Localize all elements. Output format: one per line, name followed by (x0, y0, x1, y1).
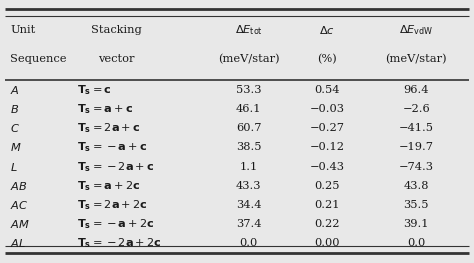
Text: $AM$: $AM$ (10, 218, 30, 230)
Text: $\mathbf{T}_{\mathbf{s}} = \mathbf{c}$: $\mathbf{T}_{\mathbf{s}} = \mathbf{c}$ (77, 83, 112, 97)
Text: $\mathbf{T}_{\mathbf{s}} = -\mathbf{a} + 2\mathbf{c}$: $\mathbf{T}_{\mathbf{s}} = -\mathbf{a} +… (77, 217, 155, 231)
Text: $\Delta c$: $\Delta c$ (319, 24, 335, 36)
Text: (meV/star): (meV/star) (385, 54, 447, 64)
Text: −0.12: −0.12 (310, 142, 345, 153)
Text: 0.21: 0.21 (314, 200, 340, 210)
Text: $\mathbf{T}_{\mathbf{s}} = \mathbf{a} + 2\mathbf{c}$: $\mathbf{T}_{\mathbf{s}} = \mathbf{a} + … (77, 179, 140, 193)
Text: Stacking: Stacking (91, 25, 142, 35)
Text: 0.22: 0.22 (314, 219, 340, 229)
Text: 0.54: 0.54 (314, 85, 340, 95)
Text: $\mathbf{T}_{\mathbf{s}} = 2\mathbf{a} + \mathbf{c}$: $\mathbf{T}_{\mathbf{s}} = 2\mathbf{a} +… (77, 121, 140, 135)
Text: (%): (%) (317, 54, 337, 64)
Text: $B$: $B$ (10, 103, 19, 115)
Text: $AB$: $AB$ (10, 180, 28, 192)
Text: Sequence: Sequence (10, 54, 67, 64)
Text: 43.8: 43.8 (403, 181, 429, 191)
Text: −19.7: −19.7 (399, 142, 434, 153)
Text: $M$: $M$ (10, 141, 22, 153)
Text: Unit: Unit (10, 25, 36, 35)
Text: 43.3: 43.3 (236, 181, 262, 191)
Text: −74.3: −74.3 (399, 161, 434, 172)
Text: 60.7: 60.7 (236, 123, 262, 133)
Text: $\mathbf{T}_{\mathbf{s}} = -2\mathbf{a} + \mathbf{c}$: $\mathbf{T}_{\mathbf{s}} = -2\mathbf{a} … (77, 160, 155, 174)
Text: (meV/star): (meV/star) (218, 54, 280, 64)
Text: 34.4: 34.4 (236, 200, 262, 210)
Text: −0.03: −0.03 (310, 104, 345, 114)
Text: $\mathbf{T}_{\mathbf{s}} = \mathbf{a} + \mathbf{c}$: $\mathbf{T}_{\mathbf{s}} = \mathbf{a} + … (77, 102, 133, 116)
Text: 0.0: 0.0 (240, 238, 258, 249)
Text: 0.0: 0.0 (407, 238, 425, 249)
Text: $AL$: $AL$ (10, 237, 27, 249)
Text: $\mathbf{T}_{\mathbf{s}} = 2\mathbf{a} + 2\mathbf{c}$: $\mathbf{T}_{\mathbf{s}} = 2\mathbf{a} +… (77, 198, 148, 212)
Text: $\Delta E_{\rm vdW}$: $\Delta E_{\rm vdW}$ (399, 23, 433, 37)
Text: −2.6: −2.6 (402, 104, 430, 114)
Text: $C$: $C$ (10, 122, 20, 134)
Text: 1.1: 1.1 (240, 161, 258, 172)
Text: $A$: $A$ (10, 84, 20, 96)
Text: vector: vector (98, 54, 135, 64)
Text: 39.1: 39.1 (403, 219, 429, 229)
Text: 96.4: 96.4 (403, 85, 429, 95)
Text: 35.5: 35.5 (403, 200, 429, 210)
Text: $\mathbf{T}_{\mathbf{s}} = -2\mathbf{a} + 2\mathbf{c}$: $\mathbf{T}_{\mathbf{s}} = -2\mathbf{a} … (77, 236, 162, 250)
Text: 0.25: 0.25 (314, 181, 340, 191)
Text: $\Delta E_{\rm tot}$: $\Delta E_{\rm tot}$ (235, 23, 263, 37)
Text: $\mathbf{T}_{\mathbf{s}} = -\mathbf{a} + \mathbf{c}$: $\mathbf{T}_{\mathbf{s}} = -\mathbf{a} +… (77, 140, 147, 154)
Text: 37.4: 37.4 (236, 219, 262, 229)
Text: −0.27: −0.27 (310, 123, 345, 133)
Text: $AC$: $AC$ (10, 199, 29, 211)
Text: 46.1: 46.1 (236, 104, 262, 114)
Text: $L$: $L$ (10, 161, 18, 173)
Text: 0.00: 0.00 (314, 238, 340, 249)
Text: −0.43: −0.43 (310, 161, 345, 172)
Text: 38.5: 38.5 (236, 142, 262, 153)
Text: 53.3: 53.3 (236, 85, 262, 95)
Text: −41.5: −41.5 (399, 123, 434, 133)
